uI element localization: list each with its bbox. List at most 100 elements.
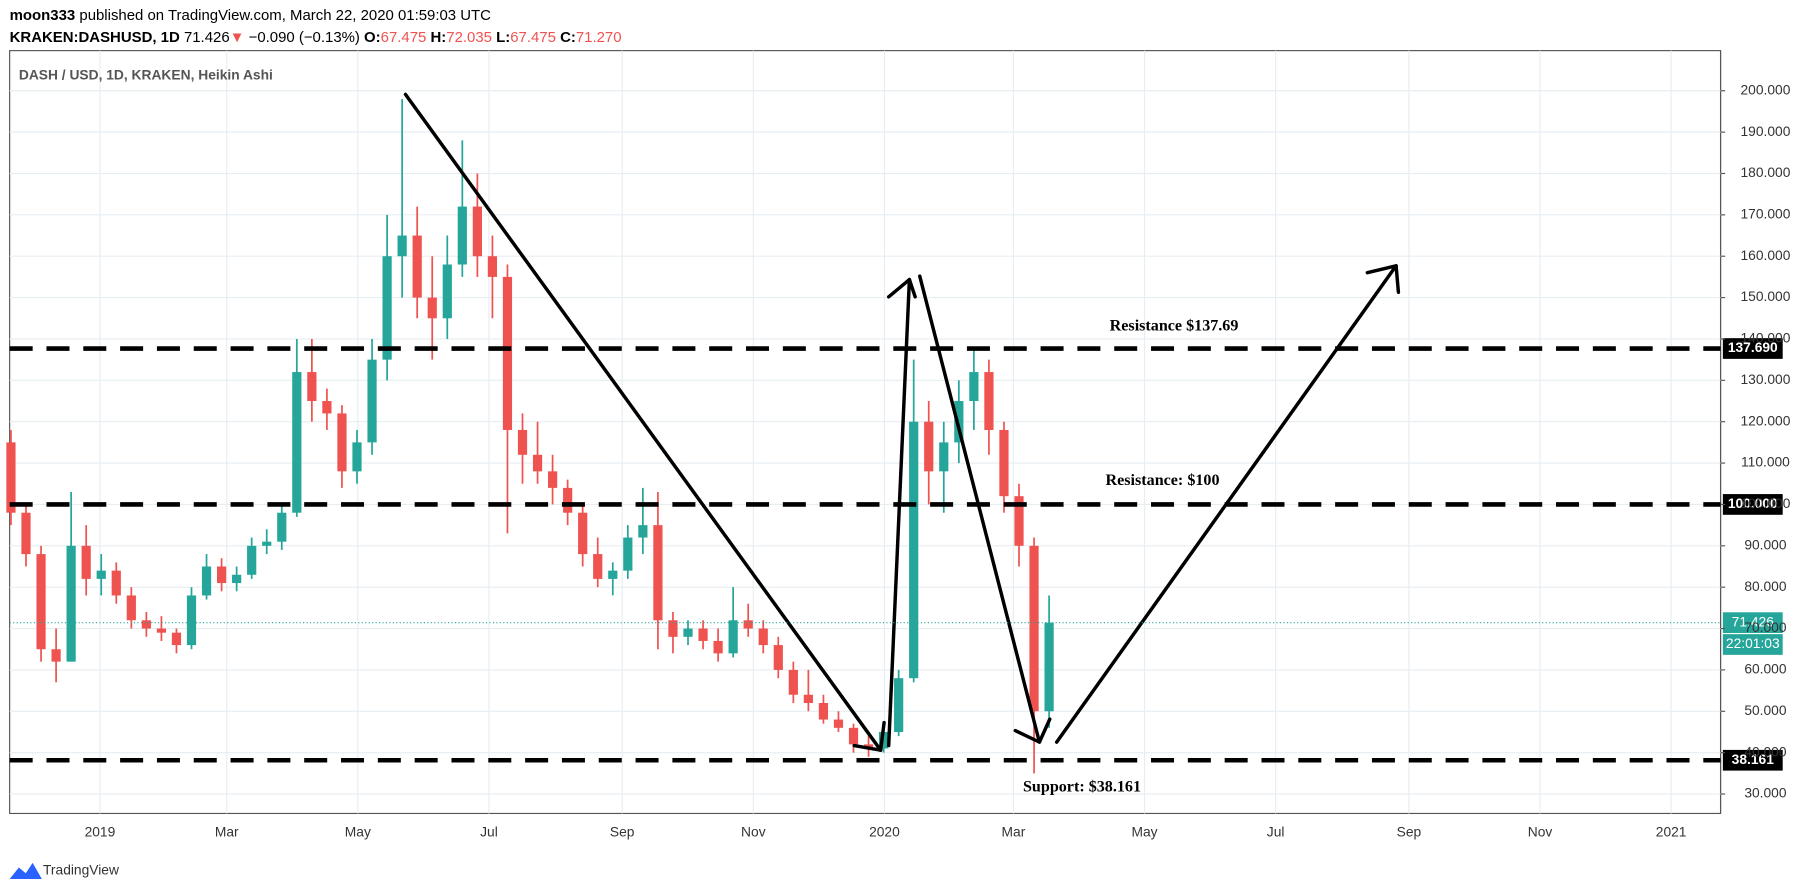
x-tick-label: Nov: [741, 825, 766, 840]
candle-body: [397, 235, 407, 257]
candle-body: [472, 206, 482, 257]
y-tick-label: 140.000: [1740, 331, 1790, 346]
candle-body: [292, 372, 302, 513]
y-tick-label: 110.000: [1741, 455, 1790, 470]
y-tick-label: 200.000: [1740, 82, 1790, 97]
candle-body: [412, 235, 422, 298]
candle-body: [262, 541, 272, 546]
close-label: C:: [560, 29, 576, 46]
candle-body: [201, 566, 212, 596]
candle-body: [683, 628, 693, 637]
open: 67.475: [381, 29, 427, 46]
y-tick-label: 150.000: [1740, 289, 1790, 304]
candle-body: [848, 727, 859, 745]
candle-body: [547, 471, 558, 488]
footer-logo: TradingView: [9, 862, 119, 880]
last-price-label: 71.426: [1732, 614, 1775, 629]
level-tag-label: 38.161: [1732, 752, 1775, 767]
x-tick-label: 2021: [1656, 825, 1687, 840]
candle-body: [593, 554, 603, 579]
candle-body: [382, 256, 392, 360]
y-tick-label: 190.000: [1740, 124, 1790, 139]
trend-arrow: [918, 274, 1042, 744]
ticker-line: KRAKEN:DASHUSD, 1D 71.426▼ −0.090 (−0.13…: [10, 29, 622, 46]
candle-body: [939, 442, 949, 472]
candle-body: [653, 525, 663, 621]
y-tick-label: 170.000: [1740, 206, 1790, 221]
arrow-head: [886, 277, 917, 299]
price: 71.426: [184, 29, 230, 46]
published: published on TradingView.com, March 22, …: [79, 7, 491, 24]
x-tick-label: Mar: [215, 825, 239, 840]
candle-body: [171, 632, 182, 646]
level-annotation: Resistance $137.69: [1110, 317, 1239, 334]
candle-body: [1044, 622, 1054, 712]
candle-body: [909, 421, 919, 679]
x-tick-label: 2020: [869, 825, 900, 840]
candle-body: [232, 574, 242, 584]
candle-body: [367, 359, 377, 443]
last-price-tag: [1722, 612, 1783, 633]
trend-arrow: [886, 277, 912, 748]
close: 71.270: [576, 29, 622, 46]
candle-body: [1014, 496, 1024, 546]
candle-body: [818, 703, 829, 720]
y-tick-label: 40.000: [1744, 744, 1787, 759]
x-tick-label: Nov: [1528, 825, 1553, 840]
candles: [6, 99, 1054, 774]
y-tick-label: 60.000: [1744, 662, 1787, 677]
candle-body: [517, 429, 528, 455]
candle-body: [277, 512, 287, 542]
high: 72.035: [446, 29, 492, 46]
open-label: O:: [364, 29, 381, 46]
candle-body: [247, 545, 257, 575]
symbol: KRAKEN:DASHUSD, 1D: [10, 29, 180, 46]
candle-body: [156, 628, 167, 633]
candle-body: [894, 678, 904, 732]
x-tick-label: Jul: [480, 825, 498, 840]
y-tick-label: 30.000: [1744, 786, 1787, 801]
candle-body: [96, 570, 106, 579]
candle-body: [743, 620, 753, 629]
candle-body: [216, 566, 227, 584]
candle-body: [698, 628, 708, 641]
candle-body: [307, 372, 317, 402]
candle-body: [322, 401, 332, 414]
countdown-tag: [1722, 634, 1783, 655]
candle-body: [668, 620, 678, 637]
level-annotation: Resistance: $100: [1106, 472, 1220, 489]
candle-body: [984, 372, 994, 430]
x-tick-label: Sep: [1397, 825, 1422, 840]
overlay: 71.426 22:01:03 137.690 Resistance $137.69 1…: [9, 317, 1783, 796]
logo-icon: [9, 862, 42, 880]
change: −0.090 (−0.13%): [249, 29, 360, 46]
chart-title: DASH / USD, 1D, KRAKEN, Heikin Ashi: [19, 68, 273, 83]
candle-body: [36, 554, 46, 650]
candle-body: [803, 694, 813, 704]
level-tag-label: 137.690: [1728, 340, 1778, 355]
level-annotation: Support: $38.161: [1023, 779, 1141, 796]
change-arrow: ▼: [230, 29, 245, 46]
candle-body: [713, 640, 723, 654]
candle-body: [21, 512, 31, 555]
y-tick-label: 50.000: [1744, 703, 1787, 718]
level-tag: [1722, 494, 1783, 515]
plot-frame: [9, 50, 1722, 815]
x-tick-label: Sep: [610, 825, 635, 840]
candle-body: [788, 669, 798, 695]
candle-body: [141, 620, 151, 629]
candle-body: [487, 256, 498, 277]
candle-body: [833, 719, 844, 728]
candle-body: [999, 429, 1009, 497]
candle-body: [773, 645, 783, 670]
arrow-head: [852, 720, 886, 752]
y-tick-label: 160.000: [1740, 248, 1790, 263]
arrow-head: [1365, 264, 1401, 294]
y-tick-label: 180.000: [1740, 165, 1790, 180]
candle-body: [111, 570, 121, 596]
y-tick-label: 70.000: [1744, 620, 1787, 635]
candle-body: [638, 525, 648, 538]
candle-body: [728, 620, 738, 654]
candle-body: [563, 487, 573, 513]
